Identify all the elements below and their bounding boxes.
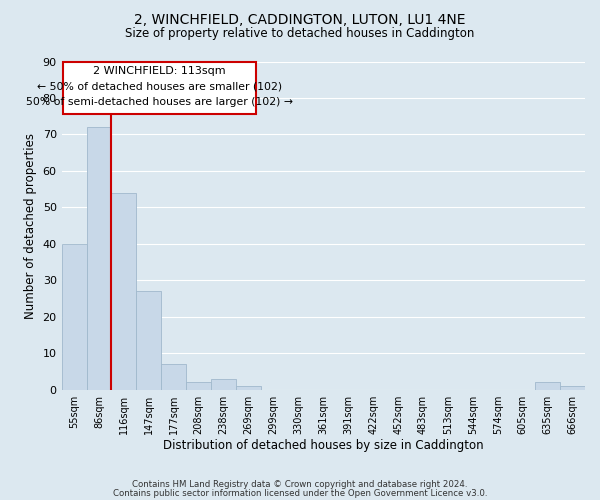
Text: ← 50% of detached houses are smaller (102): ← 50% of detached houses are smaller (10…	[37, 82, 282, 92]
FancyBboxPatch shape	[63, 62, 256, 114]
Bar	[161, 364, 186, 390]
Bar	[211, 379, 236, 390]
Text: Contains HM Land Registry data © Crown copyright and database right 2024.: Contains HM Land Registry data © Crown c…	[132, 480, 468, 489]
Bar	[62, 244, 86, 390]
Bar	[186, 382, 211, 390]
Text: Size of property relative to detached houses in Caddington: Size of property relative to detached ho…	[125, 28, 475, 40]
Bar	[236, 386, 261, 390]
Bar	[86, 127, 112, 390]
Text: 2 WINCHFIELD: 113sqm: 2 WINCHFIELD: 113sqm	[93, 66, 226, 76]
Bar	[136, 291, 161, 390]
Bar	[560, 386, 585, 390]
Text: Contains public sector information licensed under the Open Government Licence v3: Contains public sector information licen…	[113, 488, 487, 498]
Y-axis label: Number of detached properties: Number of detached properties	[24, 132, 37, 318]
Text: 2, WINCHFIELD, CADDINGTON, LUTON, LU1 4NE: 2, WINCHFIELD, CADDINGTON, LUTON, LU1 4N…	[134, 12, 466, 26]
Bar	[112, 193, 136, 390]
Bar	[535, 382, 560, 390]
Text: 50% of semi-detached houses are larger (102) →: 50% of semi-detached houses are larger (…	[26, 96, 293, 106]
X-axis label: Distribution of detached houses by size in Caddington: Distribution of detached houses by size …	[163, 440, 484, 452]
